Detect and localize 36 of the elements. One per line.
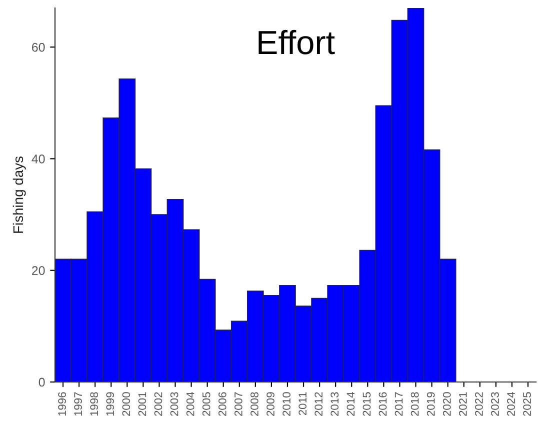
x-tick-label: 2019 [426, 392, 435, 416]
x-tick-label: 2009 [266, 392, 274, 416]
text: Effort [258, 30, 335, 54]
x-tick-label: 1996 [58, 392, 66, 416]
x-tick-label: 2013 [330, 392, 339, 416]
x-tick-label: 2024 [507, 392, 515, 416]
x-tick-label: 2011 [298, 392, 306, 416]
x-tick-label: 2015 [362, 392, 371, 416]
x-tick-label: 2004 [186, 392, 194, 416]
x-tick-label: 2002 [154, 392, 162, 416]
x-tick-label: 1999 [106, 392, 114, 416]
x-tick-label: 2008 [250, 392, 258, 416]
x-tick-label: 2018 [410, 392, 419, 416]
x-tick-label: 2007 [234, 392, 242, 416]
x-tick-label: 2020 [442, 392, 451, 416]
x-tick-label: 1997 [74, 392, 82, 416]
x-tick-label: 2017 [394, 392, 403, 416]
x-tick-label: 2001 [138, 392, 146, 416]
y-axis-title: Fishing days [12, 156, 26, 233]
x-tick-label: 2003 [170, 392, 178, 416]
x-tick-label: 2022 [475, 392, 483, 416]
x-tick-label: 2000 [122, 392, 130, 416]
x-tick-label: 1998 [90, 392, 98, 416]
x-tick-label: 2021 [458, 392, 467, 416]
y-tick-label: 60 [32, 42, 45, 52]
x-tick-label: 2012 [314, 392, 323, 416]
x-tick-label: 2005 [202, 392, 210, 416]
x-tick-label: 2006 [218, 392, 226, 416]
y-tick-label: 20 [32, 266, 45, 276]
y-tick-label: 0 [38, 378, 45, 387]
x-tick-label: 2014 [346, 392, 355, 416]
y-tick-label: 40 [32, 154, 45, 164]
x-tick-label: 2025 [523, 392, 531, 416]
x-tick-label: 2023 [491, 392, 499, 416]
x-tick-label: 2010 [282, 392, 290, 416]
x-tick-label: 2016 [378, 392, 387, 416]
